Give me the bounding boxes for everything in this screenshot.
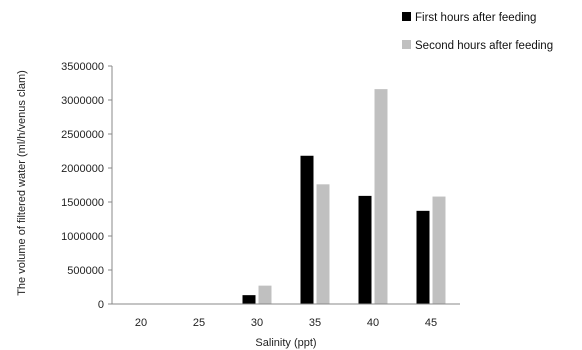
bars [242, 89, 446, 305]
y-tick-label: 2500000 [61, 129, 104, 141]
x-tick-label: 20 [135, 317, 147, 329]
y-axis-ticks: 0 500000 1000000 1500000 2000000 2500000 30000… [61, 61, 112, 311]
bar-series-1-35 [316, 184, 330, 304]
y-tick-label: 500000 [67, 265, 104, 277]
legend-swatch-first-hours [402, 12, 411, 21]
x-tick-label: 45 [425, 317, 437, 329]
x-tick-label: 30 [251, 317, 263, 329]
x-tick-label: 40 [367, 317, 379, 329]
bar-series-0-45 [416, 210, 430, 304]
y-tick-label: 1000000 [61, 231, 104, 243]
y-tick-label: 1500000 [61, 197, 104, 209]
bar-series-1-40 [374, 89, 388, 305]
bar-series-1-30 [258, 285, 272, 304]
legend-swatch-second-hours [402, 40, 411, 49]
y-tick-label: 0 [98, 299, 104, 311]
legend: First hours after feeding Second hours a… [402, 12, 553, 52]
x-axis-ticks: 20 25 30 35 40 45 [135, 317, 437, 329]
legend-label-second-hours: Second hours after feeding [415, 40, 553, 52]
y-tick-label: 3000000 [61, 95, 104, 107]
bar-series-0-35 [300, 155, 314, 304]
x-tick-label: 25 [193, 317, 205, 329]
bar-series-0-40 [358, 195, 372, 304]
x-axis-label: Salinity (ppt) [255, 337, 316, 349]
bar-series-1-45 [432, 196, 446, 304]
y-tick-label: 2000000 [61, 163, 104, 175]
x-tick-label: 35 [309, 317, 321, 329]
y-axis-label: The volume of filtered water (ml/h/venus… [16, 70, 28, 296]
legend-label-first-hours: First hours after feeding [415, 12, 536, 24]
bar-series-0-30 [242, 295, 256, 304]
y-tick-label: 3500000 [61, 61, 104, 73]
